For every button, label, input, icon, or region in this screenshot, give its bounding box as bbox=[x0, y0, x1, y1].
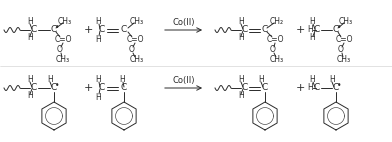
Text: O: O bbox=[129, 45, 135, 55]
Text: C: C bbox=[31, 26, 37, 35]
Text: +: + bbox=[83, 25, 93, 35]
Text: H: H bbox=[119, 75, 125, 83]
Text: Co(II): Co(II) bbox=[173, 17, 195, 27]
Text: C: C bbox=[242, 83, 248, 92]
Text: H: H bbox=[95, 92, 101, 102]
Text: H: H bbox=[307, 83, 313, 92]
Text: CH₃: CH₃ bbox=[56, 56, 70, 64]
Text: CH₃: CH₃ bbox=[339, 16, 353, 26]
Text: O: O bbox=[338, 45, 344, 55]
Text: H: H bbox=[258, 76, 264, 84]
Text: C: C bbox=[333, 26, 339, 35]
Text: CH₂: CH₂ bbox=[270, 16, 284, 26]
Text: +: + bbox=[295, 25, 305, 35]
Text: H: H bbox=[329, 76, 335, 84]
Text: C: C bbox=[314, 83, 320, 92]
Text: H: H bbox=[95, 75, 101, 83]
Text: •: • bbox=[337, 23, 341, 33]
Text: H: H bbox=[27, 34, 33, 42]
Text: H: H bbox=[27, 17, 33, 27]
Text: H: H bbox=[95, 16, 101, 26]
Text: H: H bbox=[309, 17, 315, 27]
Text: +: + bbox=[83, 83, 93, 93]
Text: CH₃: CH₃ bbox=[58, 16, 72, 26]
Text: H: H bbox=[238, 34, 244, 42]
Text: C: C bbox=[262, 83, 268, 92]
Text: C: C bbox=[314, 26, 320, 35]
Text: Co(II): Co(II) bbox=[173, 76, 195, 84]
Text: H: H bbox=[47, 76, 53, 84]
Text: C: C bbox=[262, 26, 268, 35]
Text: •: • bbox=[55, 23, 59, 33]
Text: H: H bbox=[27, 91, 33, 101]
Text: H: H bbox=[307, 26, 313, 35]
Text: •: • bbox=[337, 82, 341, 90]
Text: H: H bbox=[27, 76, 33, 84]
Text: CH₃: CH₃ bbox=[130, 16, 144, 26]
Text: C: C bbox=[51, 83, 57, 92]
Text: C: C bbox=[121, 83, 127, 92]
Text: H: H bbox=[95, 35, 101, 43]
Text: H: H bbox=[238, 17, 244, 27]
Text: C: C bbox=[121, 26, 127, 35]
Text: CH₃: CH₃ bbox=[130, 56, 144, 64]
Text: C=O: C=O bbox=[335, 36, 353, 44]
Text: C=O: C=O bbox=[126, 36, 144, 44]
Text: C: C bbox=[333, 83, 339, 92]
Text: C: C bbox=[242, 26, 248, 35]
Text: H: H bbox=[238, 76, 244, 84]
Text: CH₃: CH₃ bbox=[270, 56, 284, 64]
Text: C=O: C=O bbox=[54, 36, 72, 44]
Text: C: C bbox=[99, 83, 105, 92]
Text: C=O: C=O bbox=[266, 36, 284, 44]
Text: O: O bbox=[57, 45, 63, 55]
Text: CH₃: CH₃ bbox=[337, 56, 351, 64]
Text: O: O bbox=[270, 45, 276, 55]
Text: •: • bbox=[55, 82, 59, 90]
Text: H: H bbox=[238, 91, 244, 101]
Text: C: C bbox=[31, 83, 37, 92]
Text: H: H bbox=[309, 76, 315, 84]
Text: H: H bbox=[309, 34, 315, 42]
Text: +: + bbox=[295, 83, 305, 93]
Text: C: C bbox=[99, 26, 105, 35]
Text: C: C bbox=[51, 26, 57, 35]
